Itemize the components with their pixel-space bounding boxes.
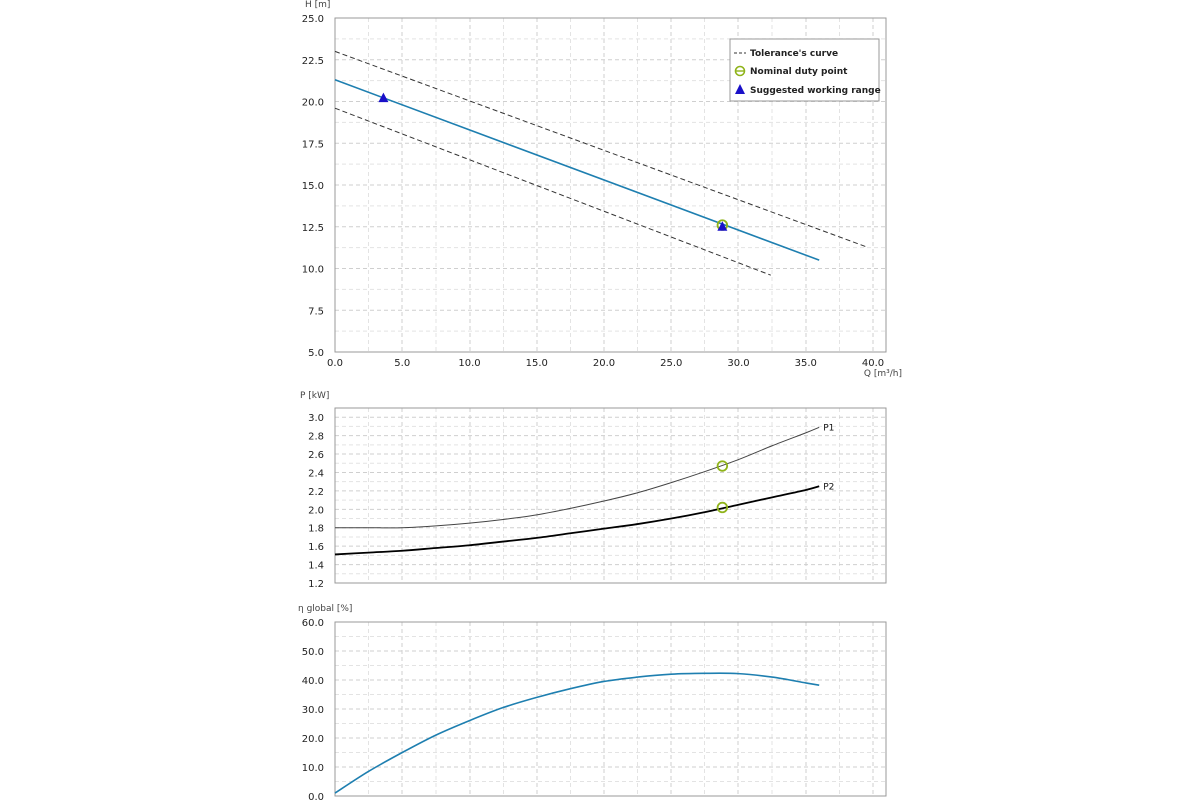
- p2-duty-point: [716, 501, 729, 514]
- efficiency-y-tick-label: 20.0: [302, 734, 324, 745]
- efficiency-y-tick-label: 40.0: [302, 676, 324, 687]
- efficiency-curve: [334, 672, 820, 794]
- head-y-axis-label: H [m]: [305, 0, 330, 10]
- power-y-tick-label: 2.6: [308, 450, 324, 461]
- head-x-tick-label: 0.0: [327, 358, 343, 369]
- head-y-tick-label: 7.5: [308, 306, 324, 317]
- power-y-tick-label: 2.2: [308, 487, 324, 498]
- working-range-marker: [378, 92, 389, 103]
- power-y-tick-label: 1.4: [308, 561, 324, 572]
- efficiency-y-tick-label: 60.0: [302, 618, 324, 629]
- legend: Tolerance's curve Nominal duty point Sug…: [729, 38, 881, 102]
- head-x-tick-label: 20.0: [593, 358, 615, 369]
- head-x-tick-label: 10.0: [458, 358, 480, 369]
- power-plot-frame: [334, 407, 887, 584]
- head-y-tick-label: 5.0: [308, 348, 324, 359]
- head-x-tick-label: 15.0: [526, 358, 548, 369]
- power-y-tick-label: 3.0: [308, 413, 324, 424]
- tolerance-lower-line: [334, 107, 771, 276]
- efficiency-plot-frame: [334, 621, 887, 797]
- tolerance-upper-line: [334, 50, 867, 248]
- head-series: [334, 50, 867, 276]
- power-y-tick-label: 1.8: [308, 524, 324, 535]
- head-y-tick-label: 20.0: [302, 98, 324, 109]
- head-x-tick-label: 35.0: [795, 358, 817, 369]
- p1-curve-label: P1: [823, 423, 834, 433]
- power-y-tick-label: 1.2: [308, 579, 324, 590]
- head-x-tick-label: 25.0: [660, 358, 682, 369]
- efficiency-y-axis-label: η global [%]: [298, 604, 352, 614]
- legend-box: [729, 38, 880, 102]
- power-chart: 1.2 1.4 1.6 1.8 2.0 2.2 2.4 2.6 2.8 3.0 P [kW] P1…: [300, 391, 887, 590]
- power-series: [334, 426, 820, 556]
- head-markers: [378, 92, 729, 231]
- p2-curve: [334, 485, 820, 556]
- efficiency-y-ticks: 0.0 10.0 20.0 30.0 40.0 50.0 60.0: [302, 618, 324, 800]
- efficiency-series: [334, 672, 820, 794]
- working-range-marker: [717, 221, 728, 231]
- power-y-tick-label: 2.4: [308, 468, 324, 479]
- power-y-tick-label: 2.8: [308, 432, 324, 443]
- head-y-tick-label: 25.0: [302, 14, 324, 25]
- power-y-tick-label: 2.0: [308, 505, 324, 516]
- legend-tolerance-label: Tolerance's curve: [750, 49, 838, 59]
- head-y-tick-label: 22.5: [302, 56, 324, 67]
- legend-duty-label: Nominal duty point: [750, 67, 848, 77]
- head-x-tick-label: 40.0: [862, 358, 884, 369]
- efficiency-y-tick-label: 0.0: [308, 792, 324, 800]
- head-y-ticks: 5.0 7.5 10.0 12.5 15.0 17.5 20.0 22.5 25.0: [302, 14, 324, 359]
- power-y-axis-label: P [kW]: [300, 391, 329, 401]
- power-grid: [334, 408, 886, 584]
- head-x-tick-label: 5.0: [394, 358, 410, 369]
- p2-curve-label: P2: [823, 482, 834, 492]
- efficiency-y-tick-label: 30.0: [302, 705, 324, 716]
- head-x-ticks: 0.0 5.0 10.0 15.0 20.0 25.0 30.0 35.0 40.0: [327, 358, 884, 369]
- head-y-tick-label: 17.5: [302, 139, 324, 150]
- power-y-tick-label: 1.6: [308, 542, 324, 553]
- pump-head-curve: [334, 79, 820, 261]
- legend-range-label: Suggested working range: [750, 86, 881, 96]
- efficiency-chart: 0.0 10.0 20.0 30.0 40.0 50.0 60.0 η global [%]: [298, 604, 887, 800]
- head-x-tick-label: 30.0: [727, 358, 749, 369]
- power-markers: [716, 460, 729, 514]
- head-y-tick-label: 15.0: [302, 181, 324, 192]
- efficiency-grid: [334, 621, 886, 797]
- head-y-tick-label: 10.0: [302, 265, 324, 276]
- head-y-tick-label: 12.5: [302, 223, 324, 234]
- efficiency-y-tick-label: 50.0: [302, 647, 324, 658]
- power-y-ticks: 1.2 1.4 1.6 1.8 2.0 2.2 2.4 2.6 2.8 3.0: [308, 413, 324, 590]
- p1-duty-point: [716, 460, 729, 472]
- legend-range-icon: [735, 84, 745, 94]
- head-x-axis-label: Q [m³/h]: [864, 369, 902, 379]
- p1-curve: [334, 426, 820, 529]
- head-plot-frame: [334, 17, 887, 353]
- efficiency-y-tick-label: 10.0: [302, 763, 324, 774]
- head-chart: 5.07.510.012.515.017.520.022.525.0 0.0 5.…: [302, 0, 902, 379]
